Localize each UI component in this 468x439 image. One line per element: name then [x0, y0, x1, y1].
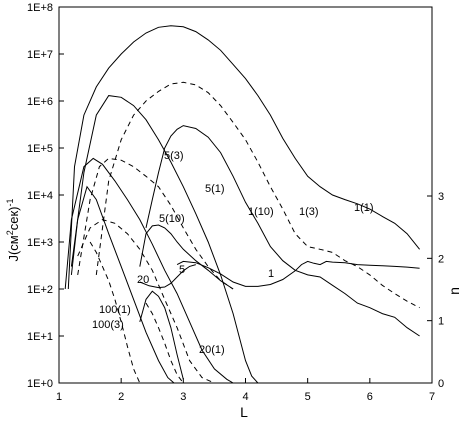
label-100-3: 100(3) [92, 319, 124, 331]
x-tick-label: 2 [118, 391, 124, 403]
series-1-10 [145, 125, 420, 337]
y2-tick-label: 1 [438, 316, 444, 328]
y-tick-label: 1E+4 [27, 190, 53, 202]
series-100-1 [70, 185, 175, 384]
series-layer [64, 25, 420, 384]
y-tick-label: 1E+3 [27, 237, 53, 249]
y-tick-label: 1E+2 [27, 284, 53, 296]
label-20: 20 [137, 274, 149, 286]
x-axis-label: L [240, 404, 248, 420]
x-tick-label: 1 [56, 391, 62, 403]
y2-axis-label: n [446, 287, 462, 295]
y-axis-label-prefix: J(см [6, 235, 21, 261]
series-5-1 [70, 95, 259, 384]
series-5-10 [139, 224, 234, 290]
y2-tick-label: 3 [438, 191, 444, 203]
x-tick-label: 3 [180, 391, 186, 403]
label-1: 1 [268, 268, 274, 280]
series-1-n [176, 260, 420, 287]
series-20-lower-dashed [145, 302, 184, 384]
label-1-3: 1(3) [299, 206, 319, 218]
series-20-lower [139, 290, 184, 380]
label-5-1: 5(1) [205, 183, 225, 195]
series-100-3 [89, 241, 141, 384]
y-tick-label: 1E+1 [27, 331, 53, 343]
y-tick-label: 1E+5 [27, 143, 53, 155]
y-axis-ticks: 1E+0 1E+1 1E+2 1E+3 1E+4 1E+5 1E+6 1E+7 1E+8 [27, 2, 64, 390]
series-1-1 [67, 25, 420, 290]
label-20-1: 20(1) [199, 344, 225, 356]
x-tick-label: 4 [242, 391, 248, 403]
series-5-3 [77, 157, 234, 290]
y-axis-label-middle: сек) [6, 206, 21, 230]
series-1-3 [95, 81, 420, 309]
y-axis-label-power: 2 [5, 230, 15, 235]
y-axis-label: J(см2сек)-1 [5, 198, 21, 261]
series-20-1 [64, 157, 234, 384]
label-100-1: 100(1) [99, 304, 131, 316]
y-axis-label-suffix: -1 [5, 198, 15, 206]
y-tick-label: 1E+8 [27, 2, 53, 14]
y-tick-label: 1E+0 [27, 378, 53, 390]
label-1-1: 1(1) [354, 202, 374, 214]
label-5-3: 5(3) [164, 150, 184, 162]
label-5: 5 [179, 264, 185, 276]
y-tick-label: 1E+6 [27, 96, 53, 108]
series-labels: 1(1) 1(3) 1(10) 5(1) 5(3) 5(10) 20(1) 20… [92, 150, 374, 356]
x-axis-ticks: 1 2 3 4 5 6 7 [56, 378, 435, 403]
series-5-n [139, 264, 196, 289]
y2-axis-ticks: 0 1 2 3 [427, 191, 444, 390]
label-1-10: 1(10) [248, 206, 274, 218]
y2-tick-label: 0 [438, 378, 444, 390]
series-20 [77, 219, 215, 384]
label-5-10: 5(10) [159, 213, 185, 225]
x-tick-label: 6 [367, 391, 373, 403]
x-tick-label: 5 [305, 391, 311, 403]
x-tick-label: 7 [429, 391, 435, 403]
y-tick-label: 1E+7 [27, 49, 53, 61]
y2-tick-label: 2 [438, 253, 444, 265]
